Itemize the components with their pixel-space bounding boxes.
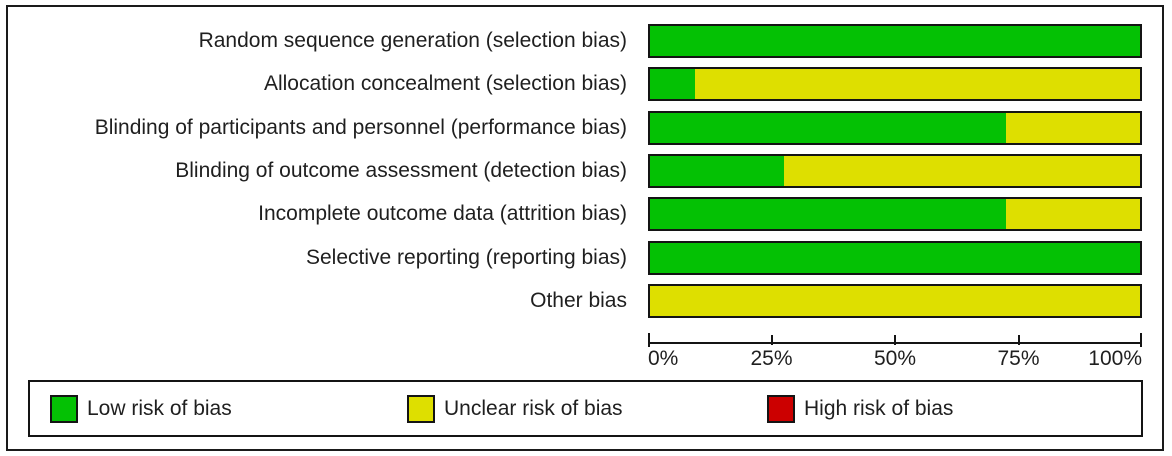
bar-segment-unclear — [694, 69, 1140, 99]
category-label: Blinding of participants and personnel (… — [94, 116, 627, 139]
category-label: Allocation concealment (selection bias) — [263, 72, 627, 95]
x-axis-tick-label: 0% — [648, 347, 679, 370]
bar-segment-unclear — [783, 156, 1140, 186]
stacked-bar — [648, 284, 1142, 318]
bar-segment-low — [650, 69, 695, 99]
chart-row: Random sequence generation (selection bi… — [0, 24, 1172, 58]
bar-segment-unclear — [1006, 199, 1140, 229]
category-label: Random sequence generation (selection bi… — [198, 29, 627, 52]
x-axis-tick-label: 75% — [997, 347, 1040, 370]
legend-item-low-risk: Low risk of bias — [50, 382, 232, 435]
legend-label: Unclear risk of bias — [444, 396, 623, 420]
category-label: Blinding of outcome assessment (detectio… — [175, 159, 627, 182]
high-risk-swatch-icon — [767, 394, 795, 423]
legend: Low risk of bias Unclear risk of bias Hi… — [28, 380, 1143, 437]
category-label: Selective reporting (reporting bias) — [306, 246, 627, 269]
bar-segment-low — [650, 243, 1140, 273]
bar-segment-low — [650, 156, 784, 186]
stacked-bar — [648, 111, 1142, 145]
x-axis-tick-label: 25% — [750, 347, 793, 370]
bar-segment-low — [650, 26, 1140, 56]
x-axis-tick — [770, 335, 773, 345]
x-axis-tick — [1140, 333, 1142, 347]
bar-segment-low — [650, 199, 1007, 229]
x-axis-tick-label: 50% — [873, 347, 917, 370]
stacked-bar — [648, 24, 1142, 58]
bar-segment-low — [650, 113, 1007, 143]
x-axis-tick — [894, 335, 896, 345]
x-axis-tick — [648, 333, 650, 347]
x-axis-tick-label: 100% — [1088, 347, 1142, 370]
stacked-bar — [648, 67, 1142, 101]
stacked-bar — [648, 197, 1142, 231]
x-axis-tick — [1017, 335, 1020, 345]
chart-row: Other bias — [0, 284, 1172, 318]
stacked-bar — [648, 241, 1142, 275]
legend-label: Low risk of bias — [87, 396, 232, 420]
unclear-risk-swatch-icon — [407, 394, 435, 423]
legend-item-unclear-risk: Unclear risk of bias — [407, 382, 623, 435]
x-axis: 0% 25% 50% 75% 100% — [648, 331, 1142, 373]
bar-segment-unclear — [650, 286, 1140, 316]
chart-row: Selective reporting (reporting bias) — [0, 241, 1172, 275]
stacked-bar — [648, 154, 1142, 188]
category-label: Incomplete outcome data (attrition bias) — [258, 202, 627, 225]
low-risk-swatch-icon — [50, 394, 78, 423]
chart-row: Incomplete outcome data (attrition bias) — [0, 197, 1172, 231]
bar-segment-unclear — [1006, 113, 1140, 143]
chart-row: Blinding of outcome assessment (detectio… — [0, 154, 1172, 188]
category-label: Other bias — [530, 289, 627, 312]
legend-label: High risk of bias — [804, 396, 954, 420]
chart-row: Blinding of participants and personnel (… — [0, 111, 1172, 145]
chart-row: Allocation concealment (selection bias) — [0, 67, 1172, 101]
legend-item-high-risk: High risk of bias — [767, 382, 953, 435]
